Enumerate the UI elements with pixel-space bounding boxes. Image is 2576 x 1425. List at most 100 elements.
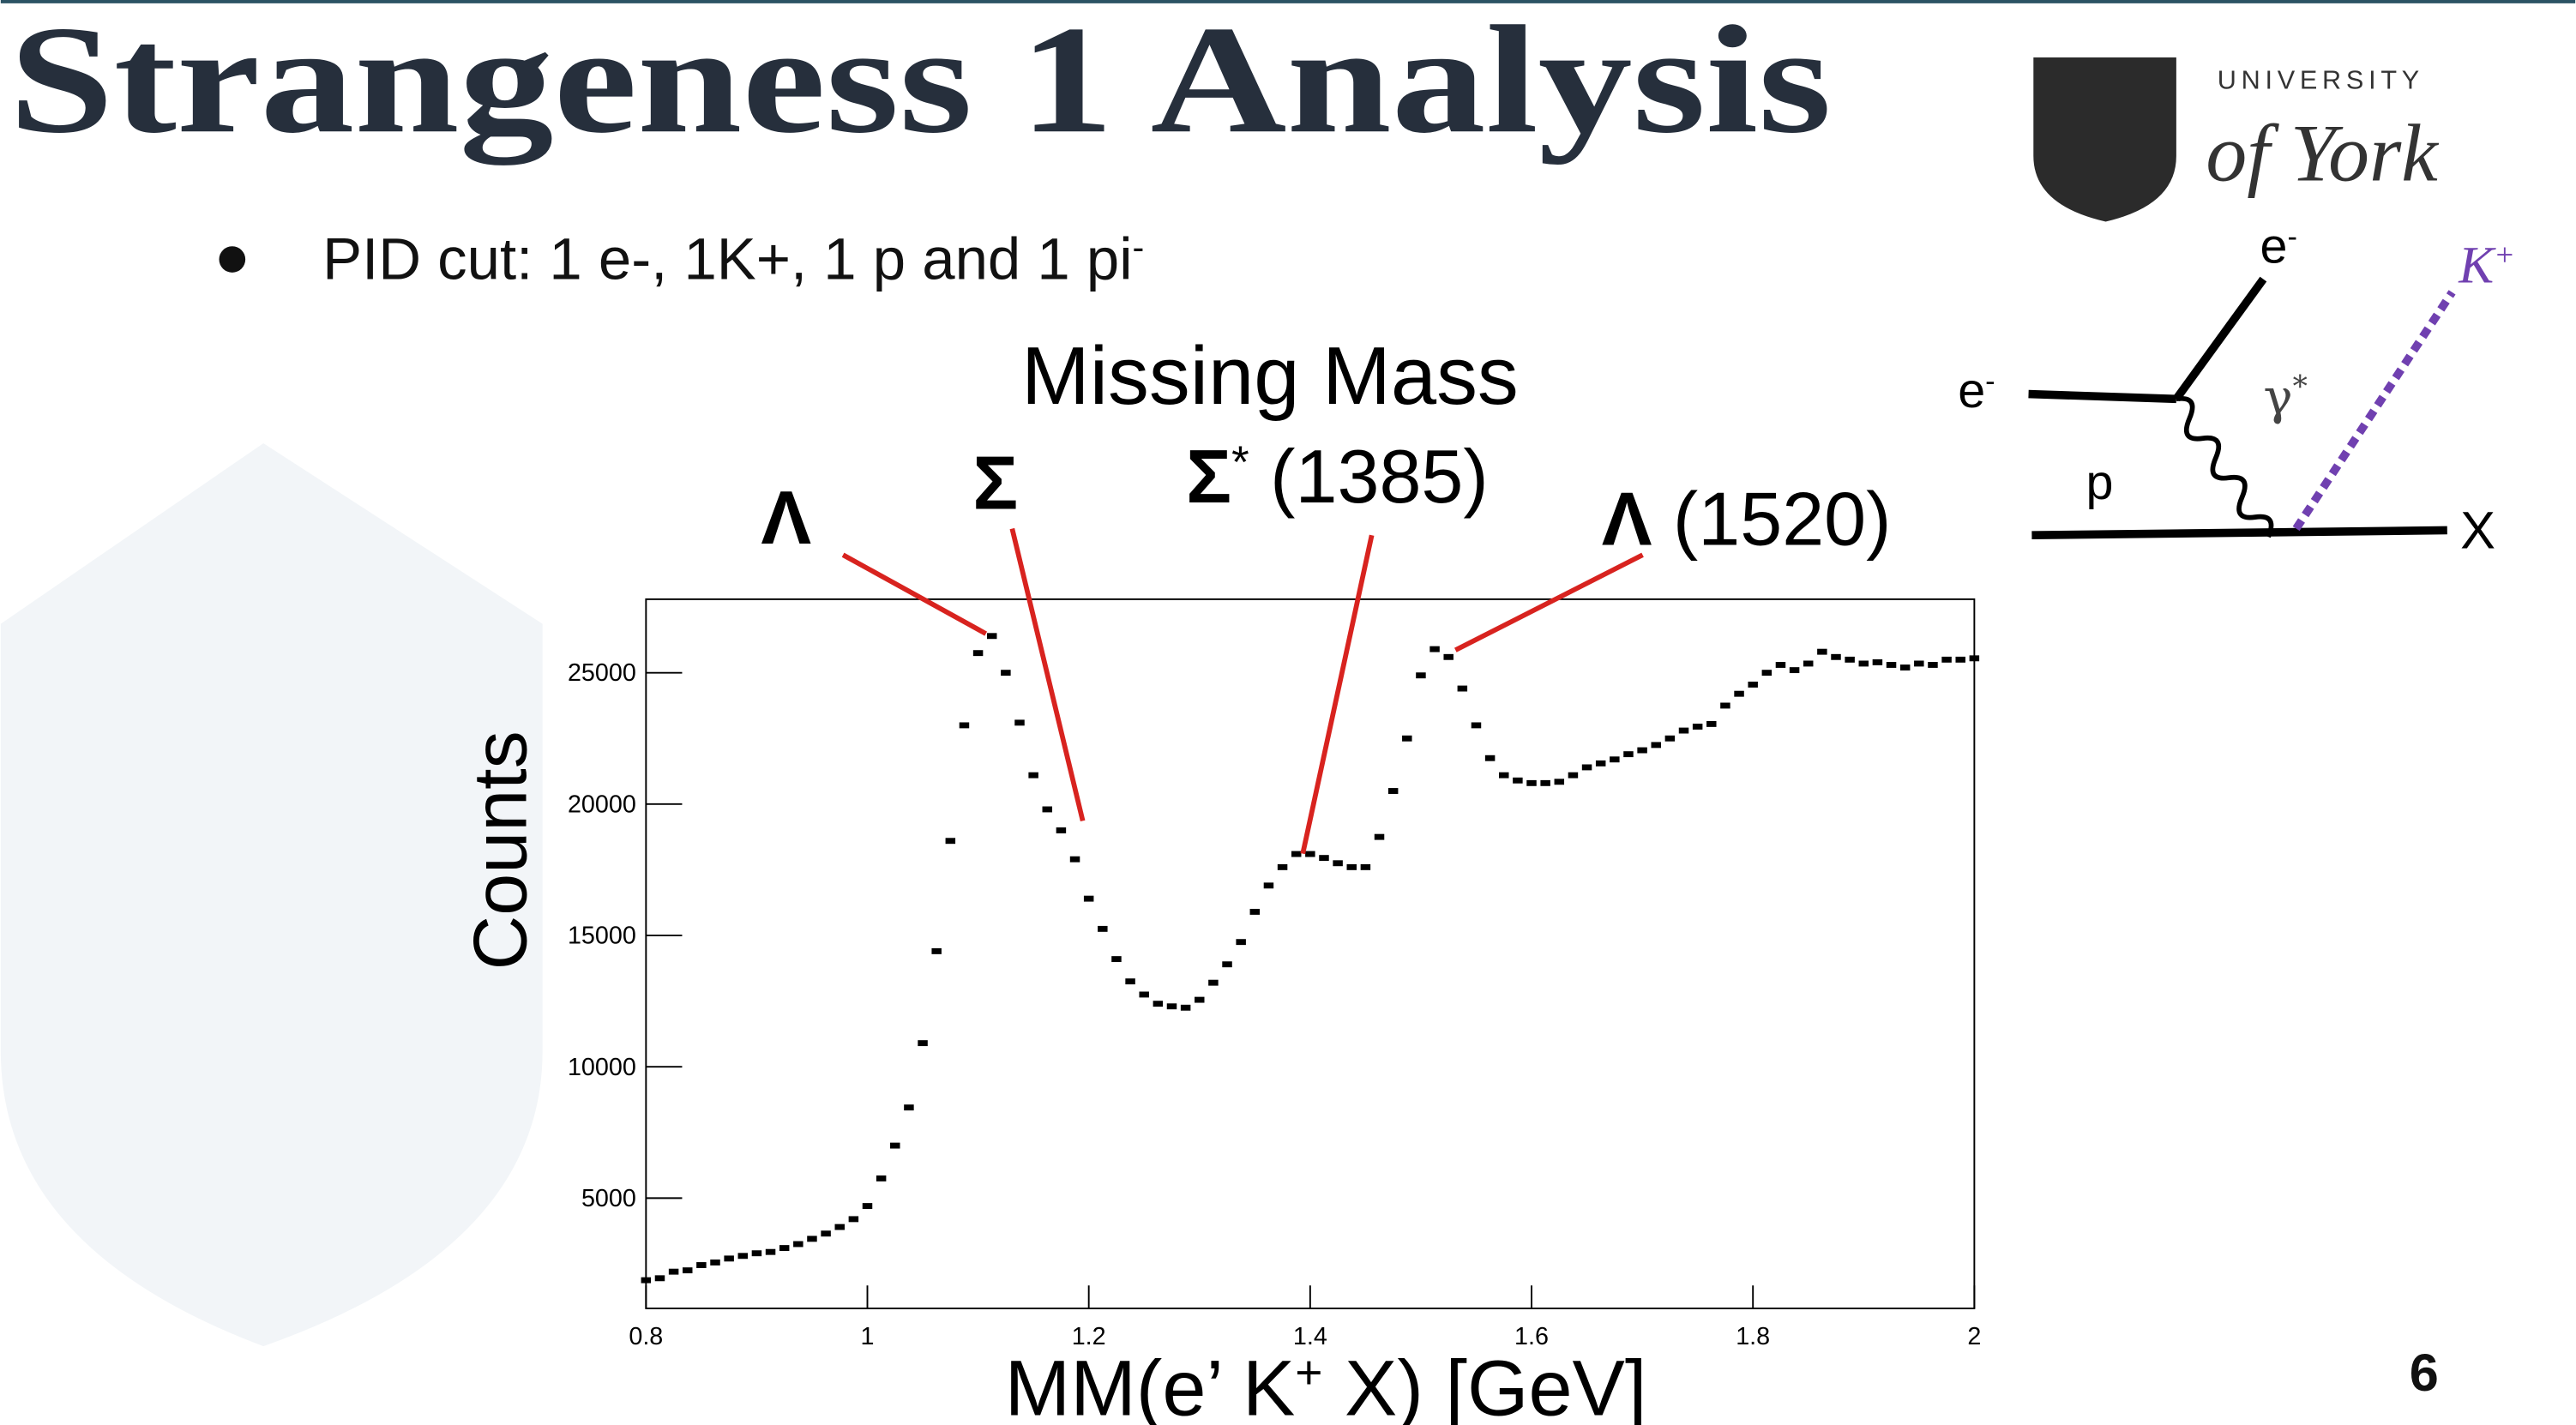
data-point xyxy=(1872,658,1883,665)
data-point xyxy=(931,947,942,954)
data-point xyxy=(986,633,997,640)
annotation: Σ* (1385) xyxy=(1186,434,1488,519)
data-point xyxy=(821,1230,831,1237)
data-point xyxy=(1180,1004,1191,1011)
data-point xyxy=(890,1142,900,1149)
y-axis-label: Counts xyxy=(458,731,543,970)
diagram-label: e- xyxy=(1958,364,1995,418)
data-point xyxy=(1014,719,1025,726)
data-point xyxy=(1001,670,1011,676)
annotation: Λ xyxy=(761,475,811,560)
data-point xyxy=(1387,788,1399,794)
superscript: * xyxy=(1231,436,1249,487)
data-point xyxy=(807,1236,817,1242)
y-tick-label: 5000 xyxy=(581,1185,636,1212)
data-point xyxy=(1277,863,1288,870)
text-part: K xyxy=(2458,236,2496,294)
x-tick-label: 1.8 xyxy=(1736,1323,1770,1350)
data-point xyxy=(1042,806,1053,813)
data-point xyxy=(1471,722,1482,729)
data-point xyxy=(1789,667,1800,674)
data-point xyxy=(737,1253,749,1260)
data-point xyxy=(1402,735,1412,742)
data-point xyxy=(668,1268,679,1275)
data-point xyxy=(918,1040,928,1047)
electron-in-line xyxy=(2028,389,2177,404)
text-part: X) [GeV] xyxy=(1323,1345,1647,1425)
text-part: (1385) xyxy=(1249,434,1489,519)
data-point xyxy=(1111,956,1122,963)
data-point xyxy=(1845,656,1855,663)
annotation-line xyxy=(1009,527,1086,822)
data-point xyxy=(1484,755,1496,761)
annotation: Λ (1520) xyxy=(1602,477,1892,562)
y-tick-label: 15000 xyxy=(568,923,636,950)
data-point xyxy=(1720,702,1730,709)
data-point xyxy=(1651,742,1661,749)
data-point xyxy=(1083,895,1094,902)
superscript: * xyxy=(2293,370,2308,405)
page-number: 6 xyxy=(2410,1344,2439,1402)
text-part: Σ xyxy=(972,441,1018,526)
text-part: PID cut: 1 e-, 1K+, 1 p and 1 pi xyxy=(322,226,1132,292)
data-point xyxy=(1581,764,1592,771)
data-point xyxy=(1941,656,1952,663)
kaon-line xyxy=(2292,290,2456,532)
logo-york: of York xyxy=(2206,108,2439,199)
data-point xyxy=(1706,720,1717,727)
data-point xyxy=(972,650,984,657)
data-point xyxy=(1249,909,1261,915)
data-point xyxy=(1637,747,1647,754)
data-point xyxy=(1831,653,1841,660)
annotation: Σ xyxy=(972,441,1018,526)
data-point xyxy=(1914,660,1924,667)
superscript: + xyxy=(2494,237,2515,272)
data-point xyxy=(1291,851,1302,857)
data-point xyxy=(1166,1003,1177,1010)
x-tick-label: 1.6 xyxy=(1514,1323,1549,1350)
data-point xyxy=(1499,772,1509,779)
y-tick-label: 20000 xyxy=(568,791,636,818)
bullet-text: PID cut: 1 e-, 1K+, 1 p and 1 pi- xyxy=(322,226,1144,292)
data-point xyxy=(1969,655,1980,662)
data-point xyxy=(1195,996,1205,1003)
diagram-label: e- xyxy=(2260,219,2297,274)
logo-university: UNIVERSITY xyxy=(2218,65,2424,94)
data-point xyxy=(765,1248,776,1255)
annotation-line xyxy=(1454,552,1644,652)
x-tick-label: 2 xyxy=(1967,1323,1981,1350)
data-point xyxy=(1623,751,1634,758)
text-part: e xyxy=(1958,364,1985,418)
x-tick-label: 1 xyxy=(861,1323,875,1350)
data-point xyxy=(654,1275,665,1282)
data-point xyxy=(1319,855,1329,862)
data-point xyxy=(1098,925,1108,932)
data-point xyxy=(1928,662,1938,668)
data-point xyxy=(862,1203,873,1210)
data-point xyxy=(1955,656,1965,663)
data-point xyxy=(876,1175,887,1181)
text-part: e xyxy=(2260,219,2288,274)
data-point xyxy=(724,1255,734,1262)
annotation-line xyxy=(1300,534,1375,855)
chart-title: Missing Mass xyxy=(1021,330,1519,422)
data-point xyxy=(1899,664,1911,670)
data-point xyxy=(1125,978,1135,985)
data-point xyxy=(848,1216,859,1223)
feynman-diagram xyxy=(2028,276,2456,539)
logo-crest xyxy=(2033,57,2176,222)
electron-out-line xyxy=(2173,276,2267,402)
data-point xyxy=(1360,863,1371,870)
text-part: MM(e’ K xyxy=(1005,1345,1296,1425)
data-point xyxy=(1263,882,1274,889)
data-point xyxy=(1429,646,1440,652)
data-point xyxy=(959,722,970,729)
data-point xyxy=(1416,672,1426,679)
superscript: + xyxy=(1295,1346,1322,1399)
text-part: Σ xyxy=(1186,434,1231,519)
slide-title: Strangeness 1 Analysis xyxy=(9,0,1831,165)
data-point xyxy=(1803,660,1814,667)
data-point xyxy=(1457,685,1468,692)
data-point xyxy=(1748,682,1758,688)
superscript: - xyxy=(1133,228,1145,268)
